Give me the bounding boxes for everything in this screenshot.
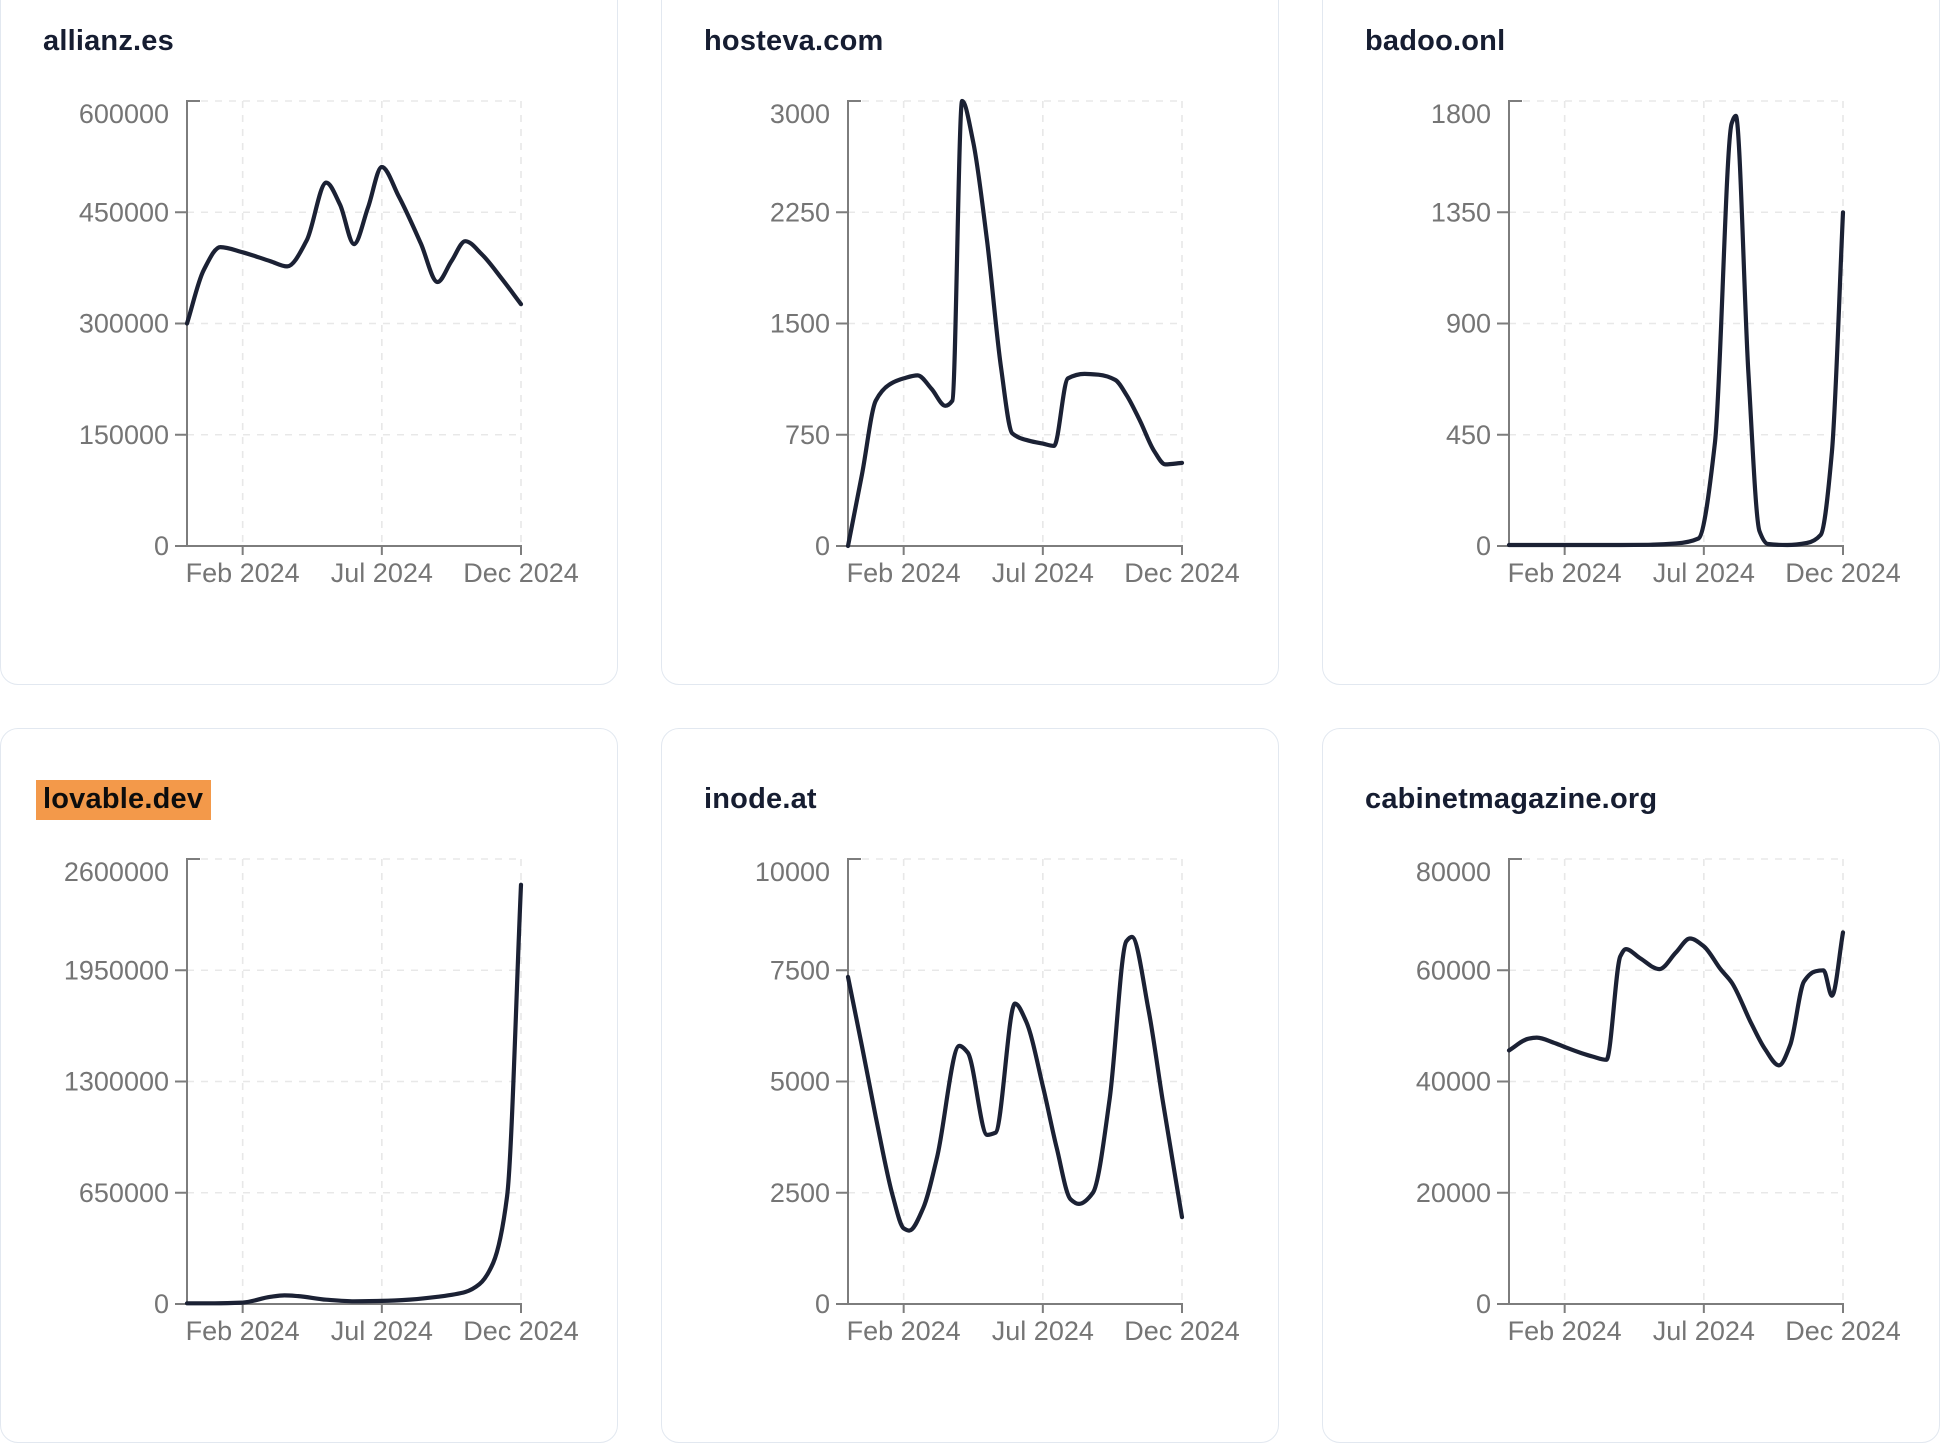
- y-tick-label: 1350: [1431, 197, 1491, 227]
- x-tick-label: Feb 2024: [1508, 1316, 1622, 1346]
- series-line: [1506, 930, 1846, 1068]
- x-tick-label: Feb 2024: [847, 558, 961, 588]
- chart-title-text: badoo.onl: [1365, 25, 1506, 57]
- y-tick-label: 2600000: [64, 857, 169, 887]
- y-tick-label: 80000: [1416, 857, 1491, 887]
- chart-card: hosteva.com 0 750 1500 2250 3000 Feb 2024 Jul …: [661, 0, 1279, 685]
- y-tick-label: 450000: [79, 197, 169, 227]
- x-tick-label: Jul 2024: [1653, 558, 1755, 588]
- x-tick-label: Feb 2024: [186, 1316, 300, 1346]
- x-tick-label: Jul 2024: [331, 1316, 433, 1346]
- y-tick-label: 750: [785, 420, 830, 450]
- y-tick-label: 0: [815, 1289, 830, 1319]
- x-tick-label: Feb 2024: [186, 558, 300, 588]
- chart-title-text: allianz.es: [43, 25, 174, 57]
- line-chart: 0 650000 1300000 1950000 2600000 Feb 2024 Jul …: [64, 857, 579, 1346]
- chart-title: allianz.es: [43, 23, 617, 59]
- y-tick-label: 0: [1476, 531, 1491, 561]
- y-tick-label: 2500: [770, 1178, 830, 1208]
- y-tick-label: 0: [154, 1289, 169, 1319]
- x-tick-label: Dec 2024: [1785, 1316, 1901, 1346]
- y-tick-label: 900: [1446, 309, 1491, 339]
- y-tick-label: 450: [1446, 420, 1491, 450]
- chart-title-text: hosteva.com: [704, 25, 884, 57]
- y-tick-label: 1800: [1431, 99, 1491, 129]
- chart-card: lovable.dev 0 650000 1300000 1950000 2600000…: [0, 728, 618, 1443]
- chart-title-text: lovable.dev: [36, 780, 212, 820]
- y-tick-label: 1500: [770, 309, 830, 339]
- series-line: [184, 882, 524, 1306]
- line-chart: 0 750 1500 2250 3000 Feb 2024 Jul 2024 Dec 2024: [770, 98, 1240, 588]
- y-tick-label: 7500: [770, 955, 830, 985]
- y-tick-label: 150000: [79, 420, 169, 450]
- y-tick-label: 20000: [1416, 1178, 1491, 1208]
- chart-card: allianz.es 0 150000 300000 450000 600000 Feb …: [0, 0, 618, 685]
- y-tick-label: 650000: [79, 1178, 169, 1208]
- x-tick-label: Dec 2024: [1124, 1316, 1240, 1346]
- x-tick-label: Dec 2024: [1124, 558, 1240, 588]
- x-tick-label: Jul 2024: [992, 558, 1094, 588]
- line-chart: 0 150000 300000 450000 600000 Feb 2024 Jul 202…: [79, 99, 579, 588]
- x-tick-label: Jul 2024: [1653, 1316, 1755, 1346]
- y-tick-label: 1300000: [64, 1067, 169, 1097]
- line-chart: 0 20000 40000 60000 80000 Feb 2024 Jul 2024 Dec…: [1416, 857, 1901, 1346]
- series-line: [184, 164, 524, 326]
- chart-title-text: cabinetmagazine.org: [1365, 783, 1658, 815]
- chart-card: cabinetmagazine.org 0 20000 40000 60000 8000…: [1322, 728, 1940, 1443]
- x-tick-label: Dec 2024: [463, 558, 579, 588]
- chart-card: badoo.onl 0 450 900 1350 1800 Feb 2024 Jul 202…: [1322, 0, 1940, 685]
- series-line: [1506, 113, 1846, 548]
- y-tick-label: 5000: [770, 1067, 830, 1097]
- y-tick-label: 300000: [79, 309, 169, 339]
- chart-title: lovable.dev: [36, 780, 617, 820]
- series-line: [845, 98, 1185, 549]
- x-tick-label: Jul 2024: [992, 1316, 1094, 1346]
- x-tick-label: Feb 2024: [847, 1316, 961, 1346]
- y-tick-label: 60000: [1416, 955, 1491, 985]
- y-tick-label: 40000: [1416, 1067, 1491, 1097]
- x-tick-label: Feb 2024: [1508, 558, 1622, 588]
- y-tick-label: 3000: [770, 99, 830, 129]
- chart-title: inode.at: [704, 781, 1278, 817]
- y-tick-label: 1950000: [64, 955, 169, 985]
- series-line: [845, 934, 1185, 1233]
- line-chart: 0 2500 5000 7500 10000 Feb 2024 Jul 2024 Dec 20…: [755, 857, 1240, 1346]
- y-tick-label: 10000: [755, 857, 830, 887]
- chart-card: inode.at 0 2500 5000 7500 10000 Feb 2024 Jul 2…: [661, 728, 1279, 1443]
- y-tick-label: 0: [154, 531, 169, 561]
- x-tick-label: Dec 2024: [1785, 558, 1901, 588]
- x-tick-label: Jul 2024: [331, 558, 433, 588]
- y-tick-label: 0: [1476, 1289, 1491, 1319]
- chart-title: hosteva.com: [704, 23, 1278, 59]
- y-tick-label: 600000: [79, 99, 169, 129]
- chart-title-text: inode.at: [704, 783, 817, 815]
- chart-title: cabinetmagazine.org: [1365, 781, 1939, 817]
- chart-title: badoo.onl: [1365, 23, 1939, 59]
- y-tick-label: 2250: [770, 197, 830, 227]
- x-tick-label: Dec 2024: [463, 1316, 579, 1346]
- y-tick-label: 0: [815, 531, 830, 561]
- line-chart: 0 450 900 1350 1800 Feb 2024 Jul 2024 Dec 2024: [1431, 99, 1901, 588]
